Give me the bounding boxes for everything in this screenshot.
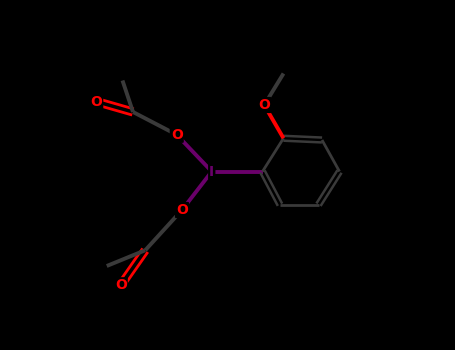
Text: O: O [176, 203, 188, 217]
Text: O: O [115, 278, 126, 292]
Text: O: O [90, 94, 102, 108]
Text: O: O [258, 98, 270, 112]
Text: I: I [209, 164, 214, 178]
Text: O: O [171, 128, 183, 142]
